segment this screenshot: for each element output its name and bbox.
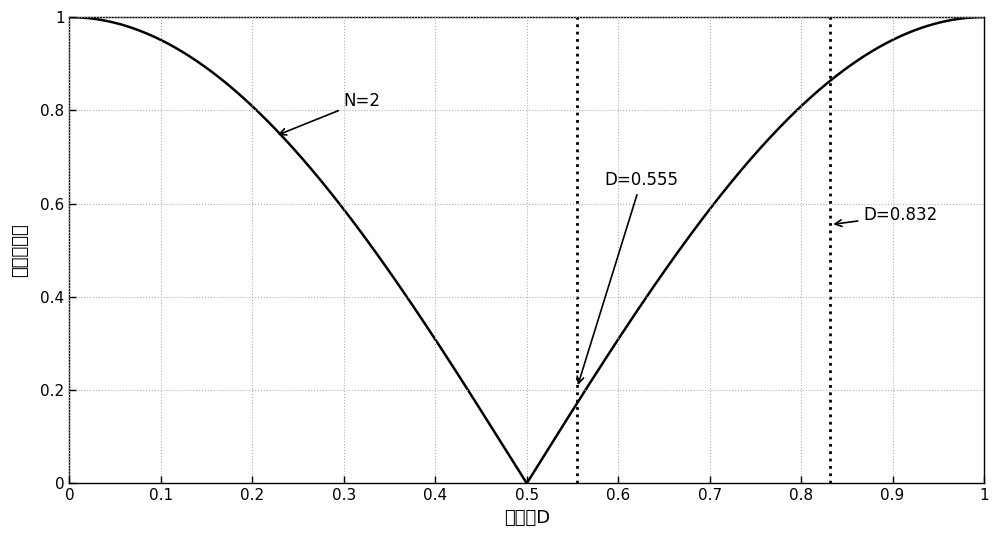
Text: D=0.555: D=0.555	[577, 171, 678, 384]
Text: N=2: N=2	[279, 92, 381, 135]
X-axis label: 占空比D: 占空比D	[504, 509, 550, 527]
Y-axis label: 归一化电流: 归一化电流	[11, 223, 29, 277]
Text: D=0.832: D=0.832	[835, 206, 938, 226]
